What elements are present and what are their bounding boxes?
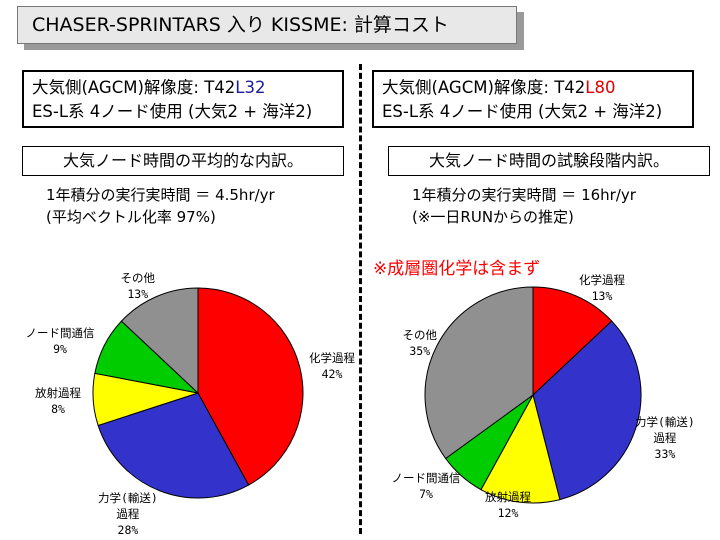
left-note-1: 1年積分の実行実時間 ＝ 4.5hr/yr [46,186,275,204]
left-spec-line1-text: 大気側(AGCM)解像度: T42 [32,78,236,97]
right-slice-percent-radiation: 12% [497,506,519,520]
right-spec-box: 大気側(AGCM)解像度: T42L80 ES-L系 4ノード使用 (大気2 +… [372,70,694,128]
left-slice-label-radiation: 放射過程 8% [35,385,81,417]
left-slice-label-other-line-0: その他 [120,271,156,285]
right-slice-label-radiation-line-0: 放射過程 [485,490,531,504]
right-slice-label-communication: ノード間通信 7% [392,470,461,502]
left-slice-label-radiation-line-0: 放射過程 [35,386,81,400]
right-spec-line1: 大気側(AGCM)解像度: T42L80 [382,76,692,100]
right-slice-label-transport-line-1: 過程 [653,431,677,445]
left-slice-label-chemistry-line-0: 化学過程 [309,351,355,365]
right-spec-line2: ES-L系 4ノード使用 (大気2 + 海洋2) [382,102,663,121]
right-spec-line1-text: 大気側(AGCM)解像度: T42 [382,78,586,97]
left-note-2: (平均ベクトル化率 97%) [46,208,216,226]
right-pie-slice-radiation [480,393,561,504]
left-slice-label-transport: 力学(輸送) 過程 28% [98,490,158,538]
right-pie-slice-transport [532,320,642,501]
left-slice-label-transport-line-0: 力学(輸送) [98,491,158,505]
left-spec-line2: ES-L系 4ノード使用 (大気2 + 海洋2) [32,102,313,121]
stratosphere-warning: ※成層圏化学は含まず [373,259,541,279]
column-divider [359,64,362,534]
right-pie-slice-other [424,286,534,460]
left-spec-box: 大気側(AGCM)解像度: T42L32 ES-L系 4ノード使用 (大気2 +… [22,70,344,128]
left-slice-percent-chemistry: 42% [321,367,343,381]
left-slice-label-chemistry: 化学過程 42% [309,350,355,382]
right-spec-level-highlight: L80 [585,78,616,97]
right-slice-percent-transport: 33% [654,447,676,461]
right-slice-label-other: その他 35% [403,327,438,359]
left-slice-label-communication: ノード間通信 9% [26,325,95,357]
left-slice-percent-radiation: 8% [51,402,65,416]
right-slice-label-communication-line-0: ノード間通信 [391,471,461,485]
right-slice-label-transport: 力学(輸送) 過程 33% [635,414,695,462]
right-slice-percent-chemistry: 13% [591,289,613,303]
right-slice-label-chemistry-line-0: 化学過程 [579,273,625,287]
right-subtitle: 大気ノード時間の試験段階内訳。 [388,146,710,176]
left-pie-slice-other [120,287,199,395]
right-slice-label-other-line-0: その他 [402,328,438,342]
left-pie-slice-communication [94,320,200,394]
page-title: CHASER-SPRINTARS 入り KISSME: 計算コスト [17,6,517,44]
right-note-2: (※一日RUNからの推定) [412,208,574,226]
right-note-1: 1年積分の実行実時間 ＝ 16hr/yr [412,186,636,204]
left-pie-slice-transport [97,392,250,499]
right-slice-percent-other: 35% [409,344,431,358]
left-spec-level-highlight: L32 [235,78,266,97]
right-slice-label-transport-line-0: 力学(輸送) [635,415,695,429]
left-pie-slice-radiation [92,372,199,427]
right-slice-label-chemistry: 化学過程 13% [579,272,625,304]
left-slice-percent-transport: 28% [117,523,139,537]
right-slice-percent-communication: 7% [419,487,433,501]
left-slice-label-transport-line-1: 過程 [116,507,140,521]
left-subtitle: 大気ノード時間の平均的な内訳。 [22,146,344,176]
left-slice-percent-other: 13% [127,287,149,301]
left-slice-label-other: その他 13% [121,270,156,302]
left-slice-label-communication-line-0: ノード間通信 [25,326,95,340]
left-spec-line1: 大気側(AGCM)解像度: T42L32 [32,76,342,100]
left-pie-slice-chemistry [197,287,304,486]
right-slice-label-radiation: 放射過程 12% [485,489,531,521]
left-slice-percent-communication: 9% [53,342,67,356]
